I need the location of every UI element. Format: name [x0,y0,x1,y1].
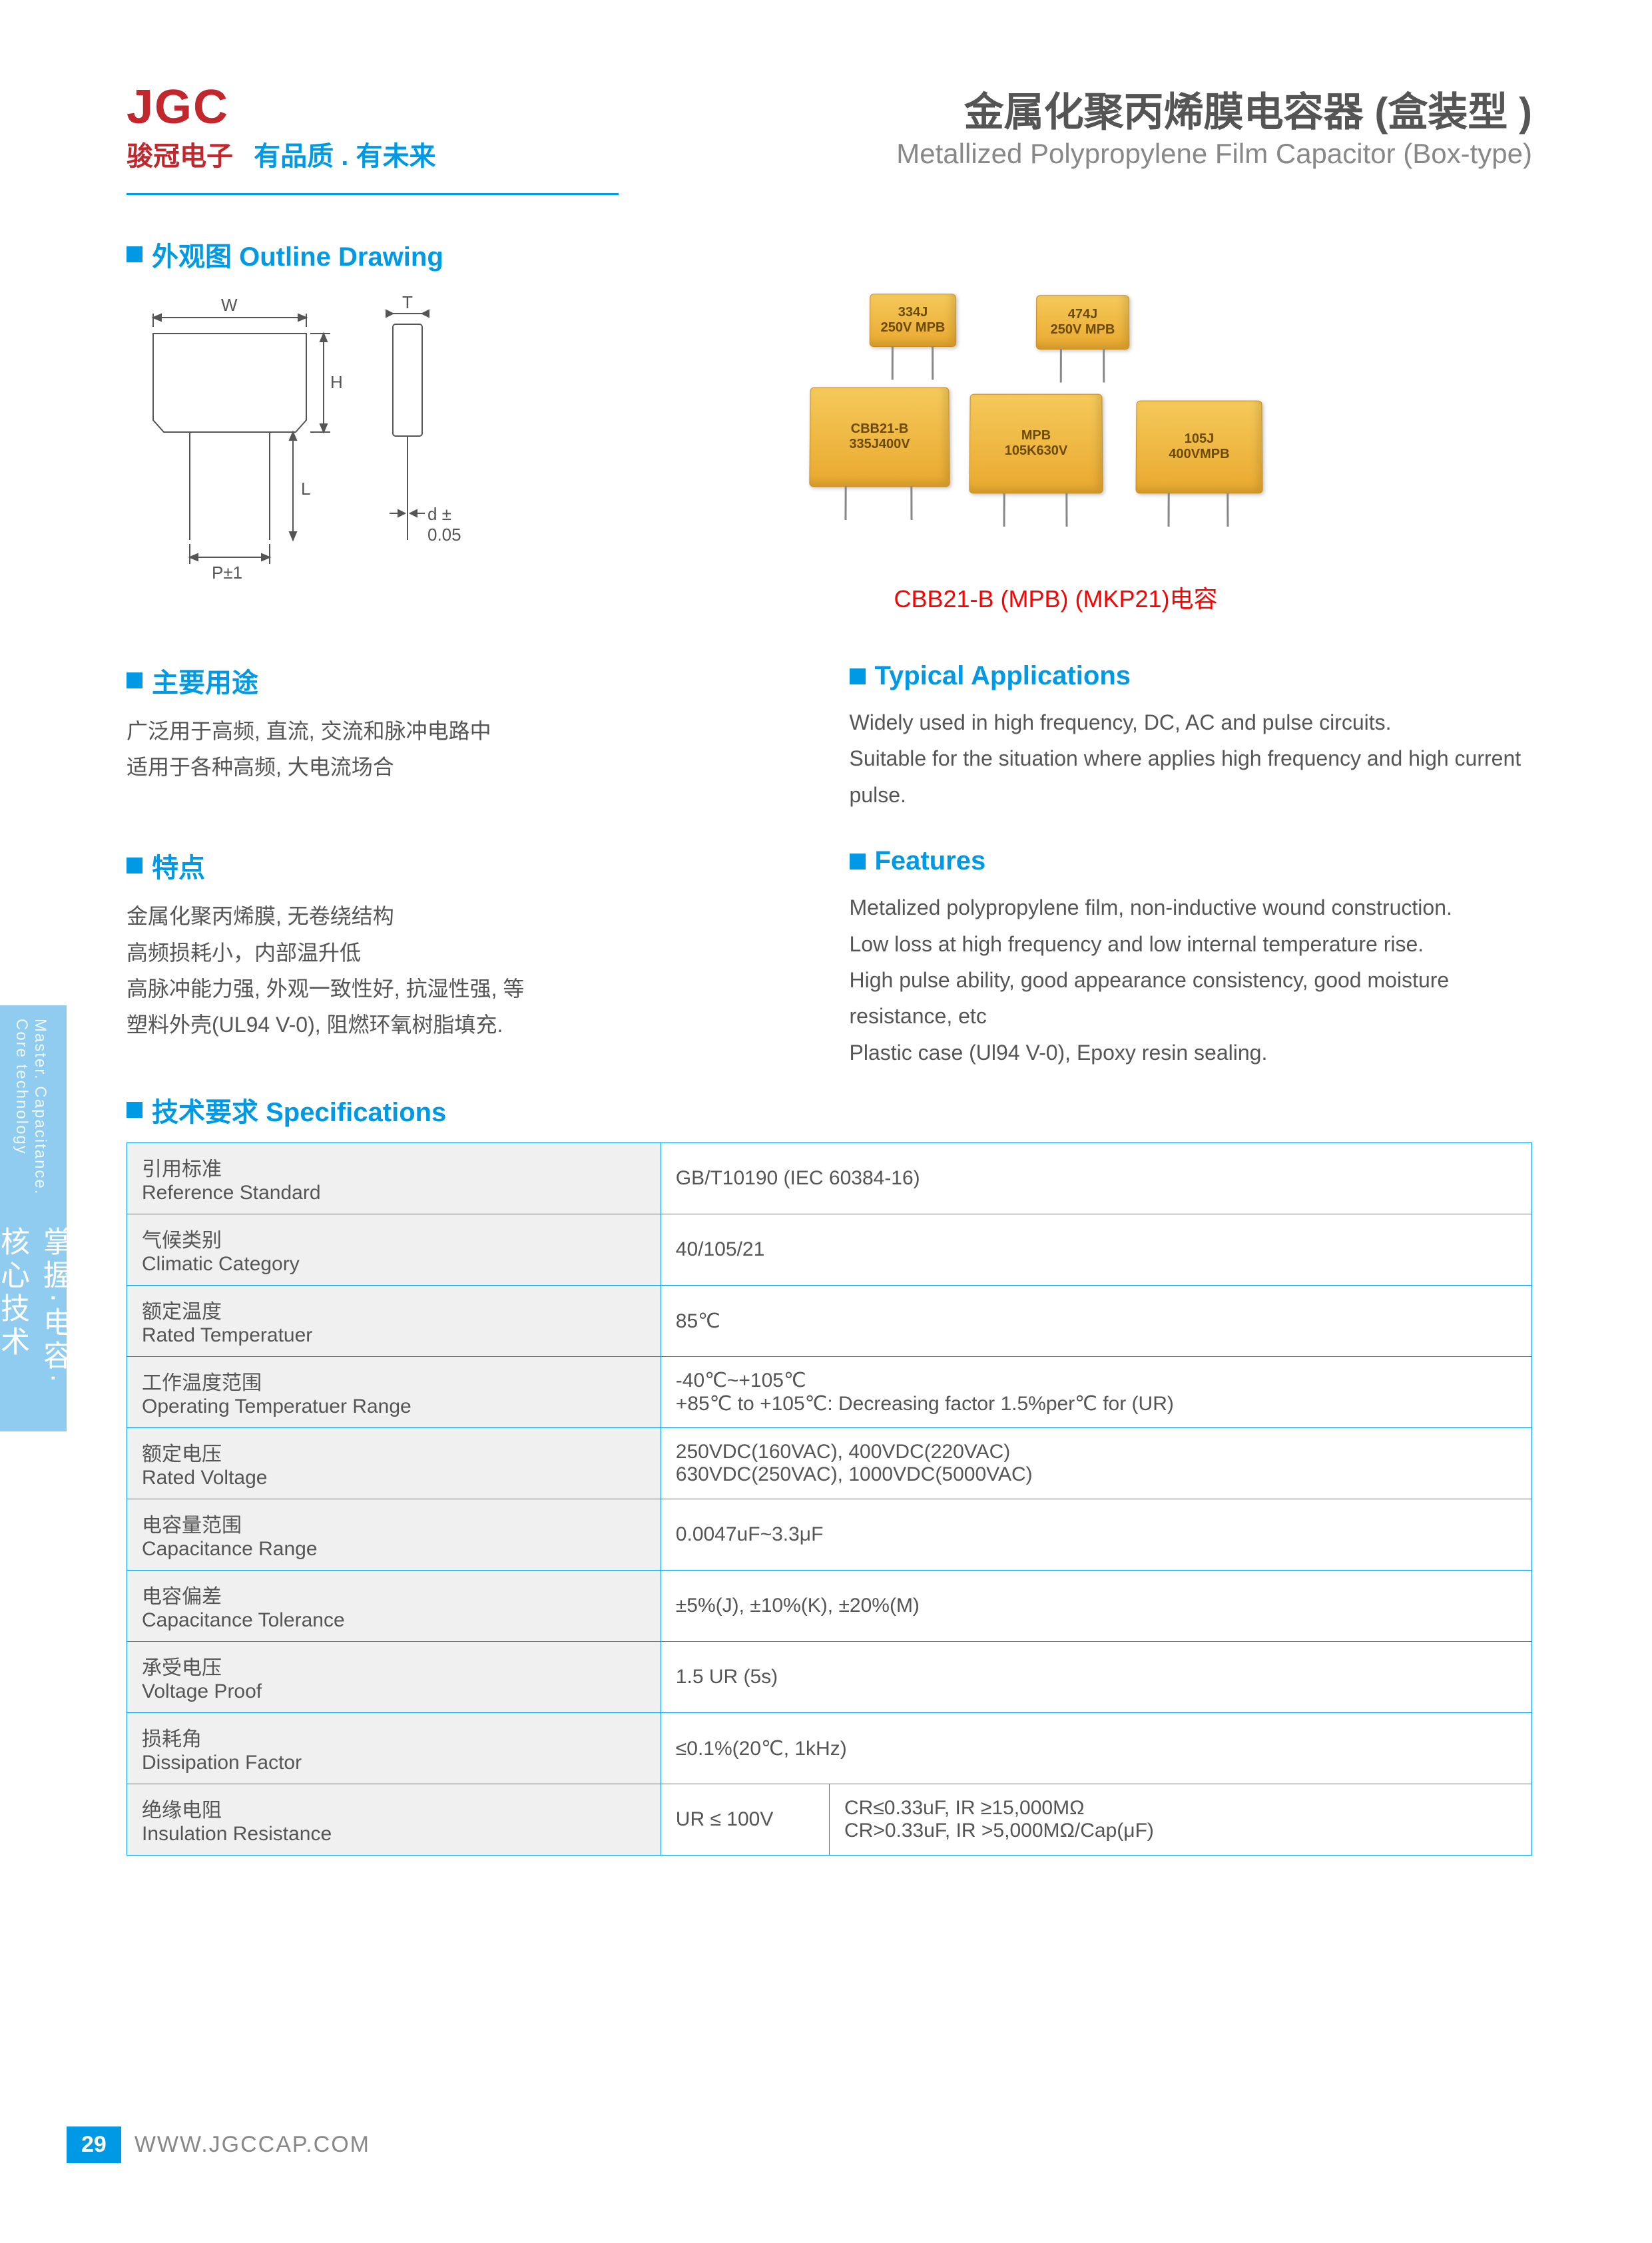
apps-heading-en: Typical Applications [850,661,1533,691]
spec-value: ±5%(J), ±10%(K), ±20%(M) [661,1571,1531,1642]
apps-heading-cn: 主要用途 [127,661,810,700]
page: JGC 骏冠电子 有品质 . 有未来 金属化聚丙烯膜电容器 (盒装型 ) Met… [0,0,1652,2243]
outline-svg [127,287,473,593]
footer: 29 WWW.JGCCAP.COM [67,2126,370,2163]
spec-label: 引用标准Reference Standard [127,1143,661,1214]
dim-h: H [330,372,343,393]
feat-en-2: Low loss at high frequency and low inter… [850,926,1533,962]
spec-value-mid: UR ≤ 100V [661,1784,829,1856]
spec-row: 电容偏差Capacitance Tolerance±5%(J), ±10%(K)… [127,1571,1532,1642]
spec-value: GB/T10190 (IEC 60384-16) [661,1143,1531,1214]
feat-cn-1: 金属化聚丙烯膜, 无卷绕结构 [127,898,810,934]
logo-block: JGC 骏冠电子 有品质 . 有未来 [67,80,435,173]
spec-label: 绝缘电阻Insulation Resistance [127,1784,661,1856]
spec-row-insulation: 绝缘电阻Insulation ResistanceUR ≤ 100VCR≤0.3… [127,1784,1532,1856]
capacitor-icon: 334J250V MPB [869,294,956,347]
capacitor-icon: MPB105K630V [969,394,1103,494]
title-en: Metallized Polypropylene Film Capacitor … [896,138,1532,170]
spec-value: 250VDC(160VAC), 400VDC(220VAC)630VDC(250… [661,1428,1531,1499]
logo-text: JGC [127,80,435,134]
spec-label: 承受电压Voltage Proof [127,1642,661,1713]
capacitor-icon: 105J400VMPB [1135,401,1262,494]
applications-row: 主要用途 广泛用于高频, 直流, 交流和脉冲电路中 适用于各种高频, 大电流场合… [127,641,1532,813]
feat-en-3: High pulse ability, good appearance cons… [850,962,1533,1035]
spec-row: 电容量范围Capacitance Range0.0047uF~3.3μF [127,1499,1532,1571]
footer-url: WWW.JGCCAP.COM [135,2132,370,2158]
spec-label: 电容量范围Capacitance Range [127,1499,661,1571]
outline-drawing: W H L P±1 T d ± 0.05 [127,287,499,615]
page-number: 29 [67,2126,121,2163]
outline-heading: 外观图 Outline Drawing [127,235,1532,274]
product-photo: 334J250V MPB 474J250V MPB CBB21-B335J400VM… [579,287,1532,615]
feat-en-1: Metalized polypropylene film, non-induct… [850,889,1533,925]
feat-cn-2: 高频损耗小，内部温升低 [127,935,810,971]
capacitor-icon: CBB21-B335J400V [809,387,950,487]
logo-subtitle: 骏冠电子 有品质 . 有未来 [127,134,435,173]
side-tab-cn: 掌握·电容·核心技术 [0,1226,76,1418]
dim-p: P±1 [212,563,242,583]
outline-row: W H L P±1 T d ± 0.05 334J250V MPB 474J250… [127,287,1532,615]
spec-row: 引用标准Reference StandardGB/T10190 (IEC 603… [127,1143,1532,1214]
spec-row: 额定电压Rated Voltage250VDC(160VAC), 400VDC(… [127,1428,1532,1499]
spec-value: 85℃ [661,1286,1531,1357]
spec-row: 工作温度范围Operating Temperatuer Range-40℃~+1… [127,1357,1532,1428]
spec-label: 电容偏差Capacitance Tolerance [127,1571,661,1642]
spec-row: 损耗角Dissipation Factor≤0.1%(20℃, 1kHz) [127,1713,1532,1784]
feat-cn-3: 高脉冲能力强, 外观一致性好, 抗湿性强, 等 [127,971,810,1007]
spec-row: 承受电压Voltage Proof1.5 UR (5s) [127,1642,1532,1713]
photo-caption: CBB21-B (MPB) (MKP21)电容 [579,580,1532,615]
spec-value: -40℃~+105℃+85℃ to +105℃: Decreasing fact… [661,1357,1531,1428]
apps-cn-2: 适用于各种高频, 大电流场合 [127,749,810,785]
side-tab: Master. Capacitance. Core technology 掌握·… [0,1005,67,1431]
spec-label: 工作温度范围Operating Temperatuer Range [127,1357,661,1428]
title-cn: 金属化聚丙烯膜电容器 (盒装型 ) [896,80,1532,138]
dim-l: L [301,479,310,499]
spec-row: 气候类别Climatic Category40/105/21 [127,1214,1532,1286]
spec-value: ≤0.1%(20℃, 1kHz) [661,1713,1531,1784]
spec-label: 损耗角Dissipation Factor [127,1713,661,1784]
header: JGC 骏冠电子 有品质 . 有未来 金属化聚丙烯膜电容器 (盒装型 ) Met… [67,80,1532,173]
spec-value: 0.0047uF~3.3μF [661,1499,1531,1571]
spec-row: 额定温度Rated Temperatuer85℃ [127,1286,1532,1357]
title-block: 金属化聚丙烯膜电容器 (盒装型 ) Metallized Polypropyle… [896,80,1532,170]
dim-t: T [402,292,413,313]
side-tab-en: Master. Capacitance. Core technology [12,1019,49,1226]
features-heading-cn: 特点 [127,846,810,885]
specs-table: 引用标准Reference StandardGB/T10190 (IEC 603… [127,1142,1532,1856]
capacitor-icon: 474J250V MPB [1035,295,1129,350]
header-rule [127,193,1532,195]
feat-cn-4: 塑料外壳(UL94 V-0), 阻燃环氧树脂填充. [127,1007,810,1043]
spec-label: 气候类别Climatic Category [127,1214,661,1286]
spec-value: 40/105/21 [661,1214,1531,1286]
specs-heading: 技术要求 Specifications [127,1091,1532,1129]
logo-company-cn: 骏冠电子 [127,142,233,171]
dim-d: d ± 0.05 [427,504,473,545]
feat-en-4: Plastic case (Ul94 V-0), Epoxy resin sea… [850,1035,1533,1071]
spec-value-right: CR≤0.33uF, IR ≥15,000MΩCR>0.33uF, IR >5,… [829,1784,1531,1856]
apps-en-1: Widely used in high frequency, DC, AC an… [850,704,1533,740]
spec-label: 额定电压Rated Voltage [127,1428,661,1499]
dim-w: W [221,295,238,316]
features-row: 特点 金属化聚丙烯膜, 无卷绕结构 高频损耗小，内部温升低 高脉冲能力强, 外观… [127,826,1532,1071]
apps-en-2: Suitable for the situation where applies… [850,740,1533,813]
logo-slogan: 有品质 . 有未来 [254,142,435,171]
spec-value: 1.5 UR (5s) [661,1642,1531,1713]
spec-label: 额定温度Rated Temperatuer [127,1286,661,1357]
content: 外观图 Outline Drawing [67,235,1532,1856]
features-heading-en: Features [850,846,1533,876]
apps-cn-1: 广泛用于高频, 直流, 交流和脉冲电路中 [127,713,810,749]
